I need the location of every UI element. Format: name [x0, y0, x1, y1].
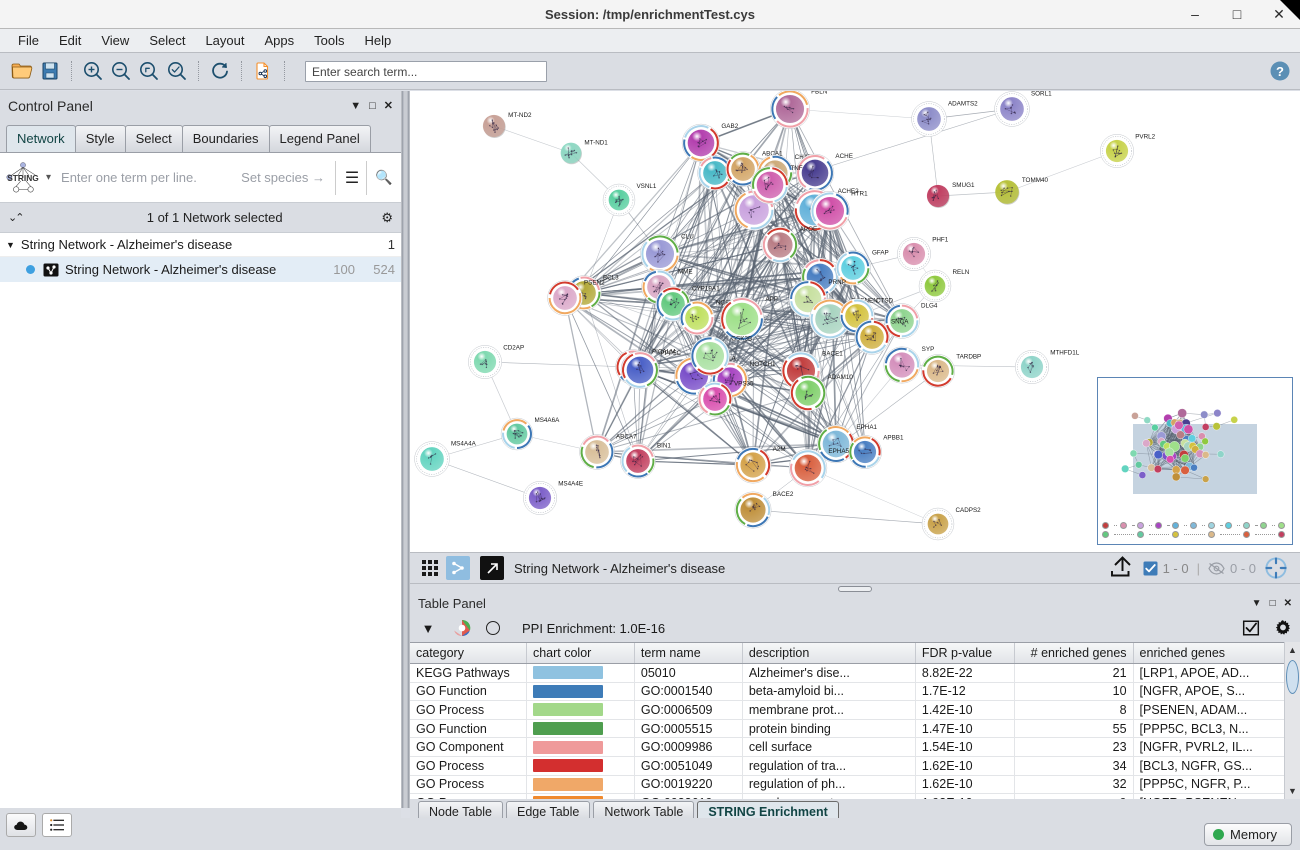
svg-text:TNF: TNF: [790, 165, 802, 172]
svg-text:ADAMTS2: ADAMTS2: [948, 101, 978, 108]
svg-text:ABCA7: ABCA7: [616, 434, 637, 441]
svg-text:CD2AP: CD2AP: [503, 344, 524, 351]
svg-text:MTHFD1L: MTHFD1L: [1050, 349, 1080, 356]
svg-text:ACHE: ACHE: [835, 153, 853, 160]
svg-text:HTR1: HTR1: [851, 190, 868, 197]
svg-text:SORL1: SORL1: [1031, 91, 1052, 98]
svg-text:MME: MME: [678, 269, 693, 276]
svg-text:ADAM10: ADAM10: [828, 374, 854, 381]
svg-text:EPHA5: EPHA5: [828, 448, 849, 455]
svg-text:GSK3B: GSK3B: [731, 335, 752, 342]
svg-text:CADPS2: CADPS2: [955, 507, 981, 514]
svg-text:CLU: CLU: [681, 233, 694, 240]
svg-text:FBLN: FBLN: [811, 91, 828, 95]
svg-text:TOMM40: TOMM40: [1022, 177, 1049, 184]
svg-text:SNCA: SNCA: [891, 319, 909, 326]
svg-text:PHF1: PHF1: [932, 236, 949, 243]
svg-text:MT-ND1: MT-ND1: [584, 140, 608, 147]
svg-text:STRING: STRING: [7, 173, 39, 183]
svg-text:DLG4: DLG4: [921, 303, 938, 310]
svg-text:GAB2: GAB2: [721, 123, 738, 130]
svg-text:RELN: RELN: [952, 269, 969, 276]
svg-text:APP: APP: [765, 296, 778, 303]
svg-text:BACE1: BACE1: [822, 350, 843, 357]
svg-text:MS4A6A: MS4A6A: [534, 417, 560, 424]
svg-text:PVRL2: PVRL2: [1135, 133, 1155, 140]
svg-text:APBB1: APBB1: [883, 434, 904, 441]
svg-text:NOTCH1: NOTCH1: [750, 361, 776, 368]
svg-text:BCL3: BCL3: [603, 275, 619, 282]
svg-text:VSNL1: VSNL1: [636, 183, 656, 190]
svg-text:SMUG1: SMUG1: [952, 182, 975, 189]
svg-text:MS4A4E: MS4A4E: [558, 480, 583, 487]
svg-text:APOE: APOE: [800, 226, 818, 233]
svg-text:SYP: SYP: [922, 346, 935, 353]
svg-text:MS4A4A: MS4A4A: [451, 441, 477, 448]
svg-text:?: ?: [1276, 64, 1284, 79]
svg-text:BIN1: BIN1: [657, 443, 671, 450]
svg-text:TARDBP: TARDBP: [956, 353, 981, 360]
svg-text:MT-ND2: MT-ND2: [508, 112, 532, 119]
svg-text:PRNP: PRNP: [828, 279, 846, 286]
svg-text:A2M: A2M: [773, 446, 786, 453]
svg-text:GFAP: GFAP: [872, 250, 889, 257]
svg-text:CTSD: CTSD: [876, 298, 894, 305]
svg-text:VPS35: VPS35: [734, 381, 754, 388]
svg-text:EPHA1: EPHA1: [856, 424, 877, 431]
svg-text:PPP5C: PPP5C: [660, 350, 681, 357]
svg-text:PSEN2: PSEN2: [584, 280, 605, 287]
svg-text:BACE2: BACE2: [773, 491, 794, 498]
svg-text:CYP19A1: CYP19A1: [692, 286, 720, 293]
